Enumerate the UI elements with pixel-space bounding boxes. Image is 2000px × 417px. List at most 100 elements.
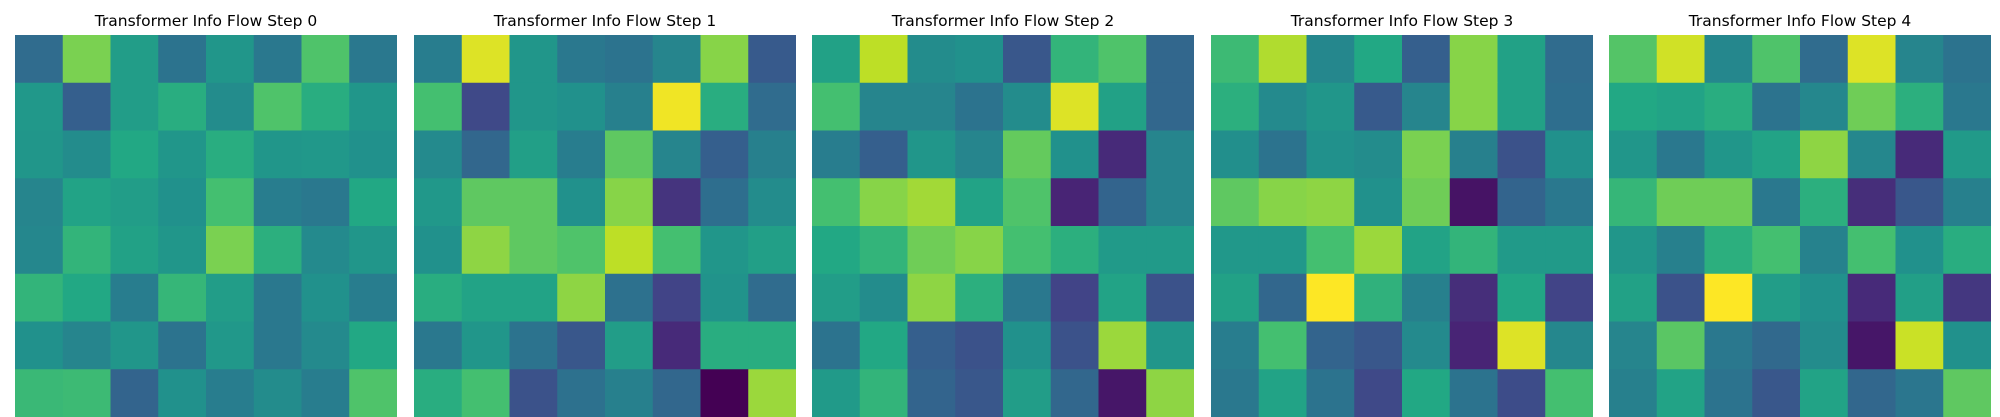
heatmap-cell-r5-c1 (461, 273, 510, 322)
heatmap-cell-r1-c2 (110, 82, 159, 131)
heatmap-cell-r0-c7 (1943, 35, 1991, 84)
heatmap-cell-r2-c6 (700, 130, 749, 179)
heatmap-cell-r2-c7 (1943, 130, 1991, 179)
heatmap-cell-r7-c5 (652, 369, 701, 417)
heatmap-cell-r3-c0 (15, 178, 64, 227)
heatmap-grid (1211, 35, 1593, 417)
heatmap-cell-r3-c6 (301, 178, 350, 227)
heatmap-cell-r6-c7 (1146, 321, 1194, 370)
heatmap-cell-r4-c7 (1545, 226, 1593, 275)
heatmap-cell-r4-c0 (15, 226, 64, 275)
heatmap-cell-r5-c7 (1146, 273, 1194, 322)
heatmap-cell-r7-c4 (1003, 369, 1052, 417)
heatmap-cell-r7-c4 (605, 369, 654, 417)
heatmap-cell-r3-c0 (812, 178, 861, 227)
heatmap-cell-r6-c1 (461, 321, 510, 370)
heatmap-cell-r3-c1 (62, 178, 111, 227)
heatmap-cell-r0-c7 (748, 35, 796, 84)
heatmap-cell-r5-c7 (1545, 273, 1593, 322)
heatmap-cell-r4-c0 (1609, 226, 1658, 275)
heatmap-cell-r3-c7 (1943, 178, 1991, 227)
heatmap-cell-r6-c5 (1050, 321, 1099, 370)
heatmap-cell-r7-c5 (1050, 369, 1099, 417)
heatmap-cell-r5-c3 (1354, 273, 1403, 322)
heatmap-cell-r5-c2 (509, 273, 558, 322)
figure: Transformer Info Flow Step 0 Transformer … (15, 0, 1991, 417)
heatmap-cell-r6-c2 (1704, 321, 1753, 370)
heatmap-cell-r1-c5 (652, 82, 701, 131)
heatmap-cell-r1-c0 (15, 82, 64, 131)
heatmap-cell-r3-c3 (158, 178, 207, 227)
heatmap-cell-r0-c1 (1258, 35, 1307, 84)
heatmap-cell-r7-c0 (414, 369, 463, 417)
heatmap-cell-r6-c0 (1211, 321, 1260, 370)
heatmap-cell-r1-c3 (158, 82, 207, 131)
heatmap-cell-r4-c5 (253, 226, 302, 275)
heatmap-cell-r5-c6 (1098, 273, 1147, 322)
heatmap-cell-r5-c4 (1402, 273, 1451, 322)
heatmap-cell-r3-c5 (253, 178, 302, 227)
heatmap-cell-r5-c1 (1656, 273, 1705, 322)
heatmap-cell-r2-c0 (1211, 130, 1260, 179)
heatmap-cell-r5-c4 (605, 273, 654, 322)
heatmap-cell-r1-c5 (1847, 82, 1896, 131)
heatmap-cell-r1-c6 (1497, 82, 1546, 131)
heatmap-cell-r6-c6 (301, 321, 350, 370)
heatmap-cell-r2-c7 (1545, 130, 1593, 179)
heatmap-cell-r1-c4 (206, 82, 255, 131)
heatmap-cell-r0-c3 (557, 35, 606, 84)
heatmap-cell-r4-c6 (1098, 226, 1147, 275)
heatmap-cell-r7-c0 (1211, 369, 1260, 417)
heatmap-cell-r1-c6 (1895, 82, 1944, 131)
heatmap-cell-r6-c3 (1752, 321, 1801, 370)
heatmap-cell-r5-c3 (955, 273, 1004, 322)
heatmap-cell-r4-c3 (158, 226, 207, 275)
heatmap-cell-r0-c2 (110, 35, 159, 84)
heatmap-cell-r2-c5 (652, 130, 701, 179)
heatmap-cell-r7-c2 (1704, 369, 1753, 417)
heatmap-cell-r2-c3 (557, 130, 606, 179)
heatmap-cell-r3-c4 (605, 178, 654, 227)
heatmap-cell-r2-c6 (1895, 130, 1944, 179)
heatmap-cell-r0-c1 (461, 35, 510, 84)
heatmap-cell-r0-c1 (1656, 35, 1705, 84)
heatmap-cell-r4-c3 (1752, 226, 1801, 275)
heatmap-cell-r5-c1 (859, 273, 908, 322)
heatmap-cell-r5-c5 (1847, 273, 1896, 322)
heatmap-cell-r4-c5 (1449, 226, 1498, 275)
heatmap-cell-r2-c1 (461, 130, 510, 179)
heatmap-cell-r6-c3 (557, 321, 606, 370)
heatmap-cell-r0-c5 (1847, 35, 1896, 84)
heatmap-cell-r7-c0 (812, 369, 861, 417)
heatmap-cell-r2-c0 (1609, 130, 1658, 179)
heatmap-cell-r1-c0 (812, 82, 861, 131)
heatmap-cell-r4-c1 (1656, 226, 1705, 275)
heatmap-cell-r7-c4 (1800, 369, 1849, 417)
heatmap-cell-r4-c1 (1258, 226, 1307, 275)
heatmap-cell-r2-c1 (62, 130, 111, 179)
heatmap-cell-r4-c2 (907, 226, 956, 275)
panel-title: Transformer Info Flow Step 2 (891, 12, 1115, 30)
heatmap-cell-r2-c3 (158, 130, 207, 179)
heatmap-cell-r4-c1 (62, 226, 111, 275)
heatmap-cell-r4-c5 (1847, 226, 1896, 275)
heatmap-cell-r1-c2 (1704, 82, 1753, 131)
heatmap-cell-r3-c6 (1098, 178, 1147, 227)
heatmap-cell-r7-c2 (110, 369, 159, 417)
heatmap-cell-r3-c5 (652, 178, 701, 227)
heatmap-cell-r5-c2 (1306, 273, 1355, 322)
heatmap-cell-r1-c4 (1402, 82, 1451, 131)
heatmap-cell-r2-c6 (1098, 130, 1147, 179)
heatmap-cell-r3-c6 (700, 178, 749, 227)
heatmap-cell-r5-c4 (206, 273, 255, 322)
heatmap-cell-r1-c3 (955, 82, 1004, 131)
heatmap-cell-r2-c3 (1354, 130, 1403, 179)
heatmap-cell-r4-c2 (1306, 226, 1355, 275)
heatmap-cell-r5-c3 (1752, 273, 1801, 322)
heatmap-cell-r4-c4 (605, 226, 654, 275)
heatmap-panel-3: Transformer Info Flow Step 3 (1211, 0, 1593, 417)
heatmap-cell-r5-c0 (1609, 273, 1658, 322)
heatmap-cell-r2-c5 (1050, 130, 1099, 179)
heatmap-cell-r2-c4 (1402, 130, 1451, 179)
heatmap-cell-r1-c5 (253, 82, 302, 131)
